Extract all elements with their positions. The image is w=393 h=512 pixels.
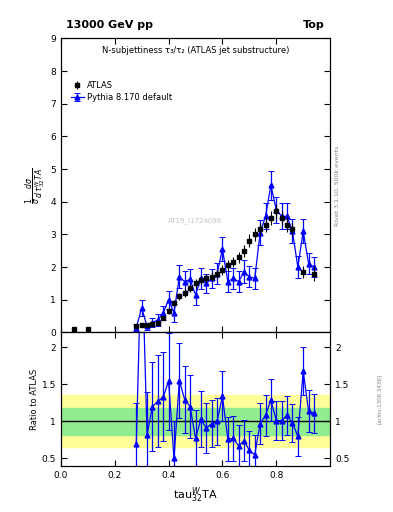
Legend: ATLAS, Pythia 8.170 default: ATLAS, Pythia 8.170 default xyxy=(68,78,175,105)
Text: AT19_I1724098: AT19_I1724098 xyxy=(168,217,223,224)
Text: [arXiv:1306.3436]: [arXiv:1306.3436] xyxy=(377,374,382,424)
Y-axis label: Ratio to ATLAS: Ratio to ATLAS xyxy=(30,369,39,430)
Text: Top: Top xyxy=(303,19,325,30)
Text: 13000 GeV pp: 13000 GeV pp xyxy=(66,19,153,30)
Text: N-subjettiness τ₃/τ₂ (ATLAS jet substructure): N-subjettiness τ₃/τ₂ (ATLAS jet substruc… xyxy=(102,46,289,55)
X-axis label: tau$_{32}^{W}$TA: tau$_{32}^{W}$TA xyxy=(173,485,218,505)
Y-axis label: $\frac{1}{\sigma}\frac{d\sigma}{d\,\tau_{32}^{W}TA}$: $\frac{1}{\sigma}\frac{d\sigma}{d\,\tau_… xyxy=(23,167,48,204)
Y-axis label: Rivet 3.1.10, 500k events: Rivet 3.1.10, 500k events xyxy=(334,145,339,226)
